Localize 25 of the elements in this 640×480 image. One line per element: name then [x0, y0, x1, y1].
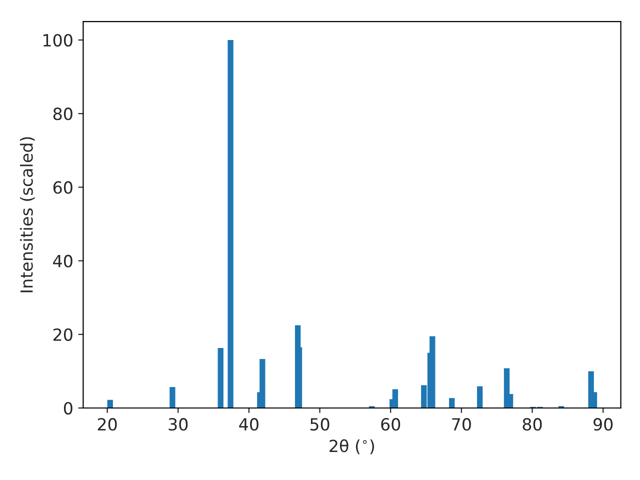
y-tick-label: 60 — [53, 181, 72, 194]
bar — [218, 348, 224, 408]
y-tick-label: 20 — [53, 328, 72, 341]
x-tick-label: 80 — [522, 418, 542, 431]
bar — [477, 386, 483, 408]
bar — [430, 336, 436, 408]
x-tick-label: 20 — [98, 418, 117, 431]
bar — [228, 40, 234, 408]
x-tick-label: 50 — [310, 418, 330, 431]
y-tick-label: 0 — [64, 402, 72, 415]
y-tick-label: 80 — [53, 108, 72, 120]
bar — [449, 398, 455, 408]
y-axis-title: Intensities (scaled) — [20, 137, 35, 292]
x-tick-label: 90 — [594, 418, 613, 431]
x-tick-label: 70 — [452, 418, 471, 431]
bar — [392, 389, 398, 408]
x-axis-title: 2θ ($^{∘}$) — [330, 439, 374, 454]
bar — [260, 359, 266, 408]
y-tick-label: 40 — [53, 254, 72, 268]
x-tick-label: 60 — [381, 418, 400, 431]
x-tick-label: 30 — [168, 418, 188, 431]
bar — [107, 400, 113, 408]
bar — [170, 387, 176, 408]
x-tick-label: 40 — [239, 418, 258, 431]
y-tick-label: 100 — [43, 34, 72, 47]
